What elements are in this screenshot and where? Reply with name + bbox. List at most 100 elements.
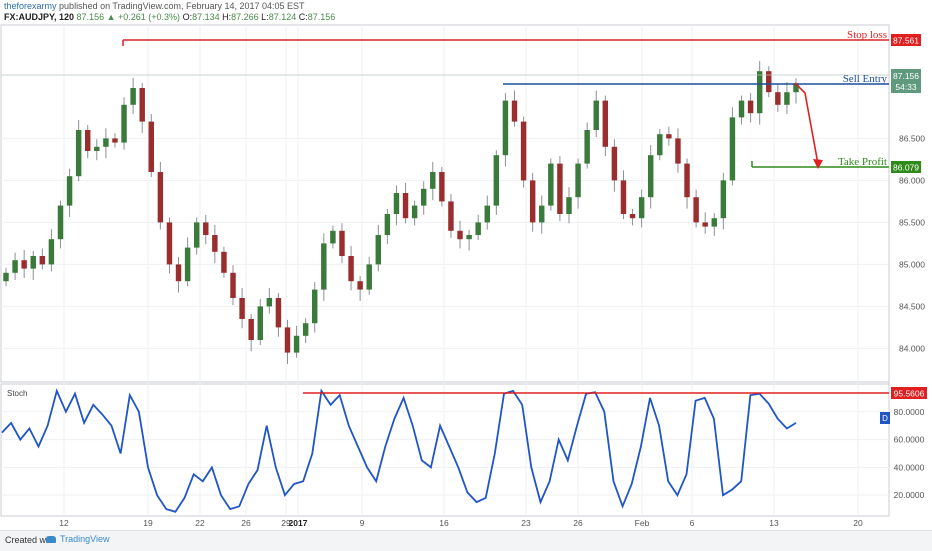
candlestick[interactable]: [48, 239, 55, 265]
candlestick[interactable]: [539, 205, 545, 223]
candlestick[interactable]: [566, 197, 572, 214]
candlestick[interactable]: [393, 193, 400, 214]
candlestick[interactable]: [711, 218, 717, 227]
candlestick[interactable]: [747, 100, 754, 114]
candlestick[interactable]: [693, 197, 699, 223]
candlestick[interactable]: [366, 264, 372, 290]
candlestick[interactable]: [203, 222, 209, 235]
candlestick[interactable]: [720, 180, 727, 219]
candlestick[interactable]: [375, 235, 382, 265]
candlestick[interactable]: [729, 117, 736, 181]
candlestick[interactable]: [348, 256, 354, 282]
candlestick[interactable]: [493, 155, 500, 206]
candlestick[interactable]: [602, 100, 609, 147]
candlestick[interactable]: [121, 104, 127, 143]
stoch-line[interactable]: [1, 388, 797, 513]
candlestick[interactable]: [557, 163, 563, 214]
candlestick[interactable]: [484, 205, 490, 223]
candlestick[interactable]: [266, 298, 273, 307]
stoch-d-label: D: [882, 414, 888, 423]
candlestick[interactable]: [239, 298, 245, 319]
candlestick[interactable]: [302, 323, 309, 336]
candlestick[interactable]: [94, 146, 100, 151]
candlestick[interactable]: [275, 298, 282, 328]
candlestick[interactable]: [175, 264, 182, 282]
price-pane[interactable]: [0, 24, 890, 383]
candlestick[interactable]: [593, 100, 599, 130]
candlestick[interactable]: [339, 230, 345, 256]
candlestick[interactable]: [611, 146, 618, 181]
candlestick[interactable]: [775, 92, 781, 105]
candlestick[interactable]: [157, 172, 164, 223]
candlestick[interactable]: [193, 222, 200, 248]
candlestick[interactable]: [475, 222, 481, 235]
candlestick[interactable]: [684, 163, 690, 198]
author-link[interactable]: theforexarmy: [4, 1, 57, 11]
candlestick[interactable]: [221, 251, 227, 273]
tradingview-logo[interactable]: TradingView: [46, 534, 110, 544]
stoch-d-badge[interactable]: [880, 412, 890, 424]
candlestick[interactable]: [793, 83, 799, 93]
candlestick[interactable]: [130, 88, 136, 105]
candlestick[interactable]: [66, 176, 73, 206]
candlestick[interactable]: [657, 134, 663, 156]
candlestick[interactable]: [766, 71, 772, 93]
candlestick[interactable]: [85, 130, 91, 151]
candlestick[interactable]: [21, 260, 27, 269]
candlestick[interactable]: [738, 100, 745, 118]
candlestick[interactable]: [502, 100, 509, 156]
candlestick[interactable]: [103, 138, 109, 147]
candlestick[interactable]: [3, 272, 9, 282]
candlestick[interactable]: [293, 335, 300, 353]
candlestick[interactable]: [457, 230, 463, 240]
candlestick[interactable]: [257, 306, 263, 340]
candlestick[interactable]: [675, 138, 681, 164]
candlestick[interactable]: [520, 121, 527, 181]
candlestick[interactable]: [629, 214, 636, 219]
candlestick[interactable]: [529, 180, 536, 223]
candlestick[interactable]: [166, 222, 173, 265]
candlestick[interactable]: [75, 130, 82, 177]
stoch-tick-label: 20.0000: [894, 490, 925, 500]
candlestick[interactable]: [284, 327, 291, 353]
candlestick[interactable]: [57, 205, 64, 240]
candlestick[interactable]: [702, 222, 708, 227]
candlestick[interactable]: [384, 214, 391, 235]
candlestick[interactable]: [312, 289, 318, 324]
candlestick[interactable]: [584, 130, 590, 164]
candlestick[interactable]: [411, 205, 418, 219]
candlestick[interactable]: [248, 319, 254, 340]
candlestick[interactable]: [784, 92, 790, 105]
candlestick[interactable]: [148, 121, 155, 172]
candlestick[interactable]: [402, 193, 409, 219]
candlestick[interactable]: [357, 281, 363, 290]
stop-loss-price-tag: [891, 34, 921, 46]
candlestick[interactable]: [112, 138, 118, 143]
candlestick[interactable]: [647, 155, 654, 198]
candlestick[interactable]: [30, 256, 36, 269]
candlestick[interactable]: [12, 260, 18, 273]
stoch-value: 95.5606: [894, 389, 925, 399]
candlestick[interactable]: [321, 243, 327, 290]
candlestick[interactable]: [511, 100, 518, 122]
candlestick[interactable]: [184, 247, 191, 282]
candlestick[interactable]: [439, 172, 445, 202]
candlestick[interactable]: [548, 163, 554, 206]
candlestick[interactable]: [39, 256, 46, 265]
candlestick[interactable]: [756, 71, 763, 114]
candlestick[interactable]: [230, 272, 236, 298]
candlestick[interactable]: [330, 230, 336, 244]
candlestick[interactable]: [448, 201, 454, 231]
candlestick[interactable]: [420, 188, 427, 206]
candlestick[interactable]: [212, 235, 218, 252]
chart-header: theforexarmy published on TradingView.co…: [4, 1, 305, 11]
candlestick[interactable]: [575, 163, 581, 198]
price-chart[interactable]: Stop loss 87.561 Sell Entry 87.156 54:33…: [0, 0, 932, 530]
candlestick[interactable]: [430, 172, 436, 189]
candlestick[interactable]: [139, 88, 145, 122]
candlestick[interactable]: [638, 197, 645, 219]
candlestick[interactable]: [466, 235, 472, 240]
candlestick[interactable]: [666, 134, 672, 139]
candlestick[interactable]: [620, 180, 627, 214]
time-tick-label: 12: [59, 518, 69, 528]
